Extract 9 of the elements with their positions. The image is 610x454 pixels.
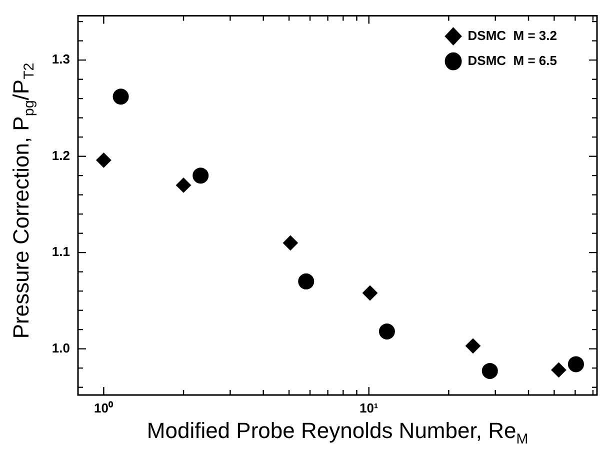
legend-label: DSMC M = 6.5 (468, 52, 557, 68)
x-tick-label: 10⁰ (94, 400, 114, 416)
legend-label: DSMC M = 3.2 (468, 28, 557, 43)
y-tick-label: 1.2 (52, 148, 70, 163)
y-tick-label: 1.3 (52, 52, 70, 67)
y-tick-label: 1.0 (52, 340, 70, 356)
y-tick-label: 1.1 (52, 244, 70, 260)
x-axis-title: Modified Probe Reynolds Number, Re$_{M}$ (146, 418, 530, 448)
x-tick-label: 10¹ (359, 400, 378, 416)
